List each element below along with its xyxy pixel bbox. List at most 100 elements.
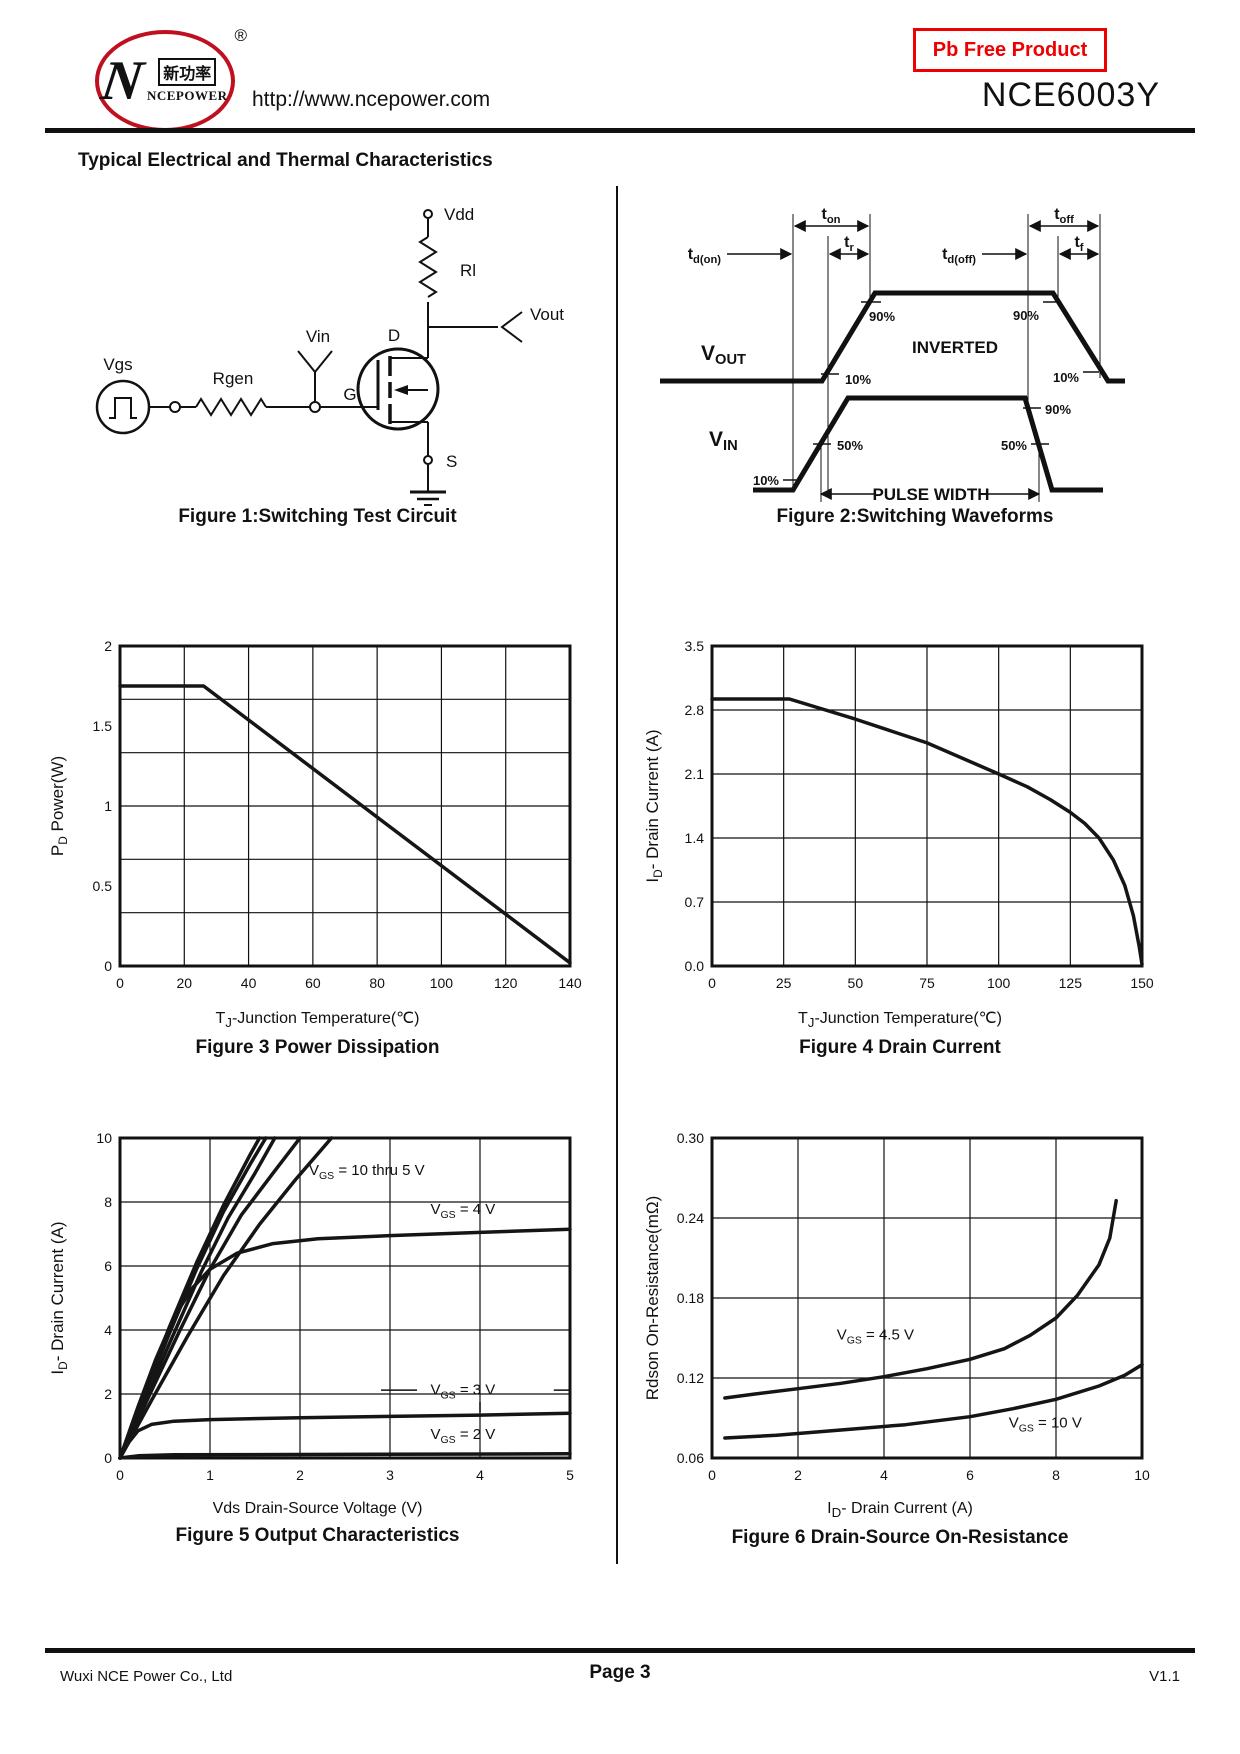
svg-text:0.18: 0.18 (677, 1290, 704, 1306)
svg-text:10: 10 (96, 1130, 112, 1146)
svg-text:5: 5 (566, 1467, 574, 1483)
mosfet-arrow (394, 385, 408, 395)
svg-text:100: 100 (987, 975, 1011, 991)
figure6-plot: 0 2 4 6 8 10 0.30 0.24 0.18 0.12 0.06 VGS = 4.5 V VG… (643, 1130, 1150, 1483)
company-logo: N 新功率 NCEPOWER ® (95, 26, 247, 132)
figure6-on-resistance-chart: 0 2 4 6 8 10 0.30 0.24 0.18 0.12 0.06 VGS = 4.5 V VG… (640, 1122, 1160, 1549)
svg-text:60: 60 (305, 975, 321, 991)
t-off-label: toff (1054, 206, 1074, 226)
svg-text:0.24: 0.24 (677, 1210, 704, 1226)
svg-text:80: 80 (369, 975, 385, 991)
column-divider (616, 186, 618, 1564)
svg-text:Rdson On-Resistance(mΩ): Rdson On-Resistance(mΩ) (643, 1196, 662, 1401)
figure3-xlabel: TJ-Junction Temperature(℃) (215, 1010, 420, 1031)
figure6-caption: Figure 6 Drain-Source On-Resistance (731, 1527, 1069, 1549)
svg-text:VGS = 3 V: VGS = 3 V (431, 1382, 496, 1402)
svg-text:1.4: 1.4 (685, 830, 705, 846)
header-rule (45, 128, 1195, 133)
vin-rise-50pct-label: 50% (837, 438, 863, 453)
rl-resistor-symbol (418, 236, 438, 298)
footer-page-number: Page 3 (589, 1662, 651, 1683)
figure3-caption: Figure 3 Power Dissipation (195, 1037, 440, 1059)
svg-text:0.5: 0.5 (93, 878, 113, 894)
figure3-power-dissipation-chart: 0 20 40 60 80 100 120 140 2 1.5 1 0.5 0 PD Power(W) T… (45, 630, 590, 1059)
figure4-drain-current-chart: 0 25 50 75 100 125 150 3.5 2.8 2.1 1.4 0.7 0.0 ID- Dr… (640, 630, 1160, 1059)
figure5-output-characteristics-chart: 0 1 2 3 4 5 10 8 6 4 2 0 VGS = 10 thru 5 V VGS = 4 V V… (45, 1122, 590, 1547)
ground-symbol (410, 490, 446, 506)
dimension-arrows (727, 220, 1100, 500)
rgen-label: Rgen (213, 369, 254, 388)
logo-text-column: 新功率 NCEPOWER (147, 58, 228, 104)
svg-text:VGS = 10 V: VGS = 10 V (1009, 1414, 1082, 1434)
figure5-xlabel: Vds Drain-Source Voltage (V) (212, 1500, 423, 1517)
svg-text:50: 50 (848, 975, 864, 991)
figure5-caption: Figure 5 Output Characteristics (175, 1525, 460, 1546)
company-url: http://www.ncepower.com (252, 88, 491, 111)
vout-waveform (660, 290, 1125, 384)
series-VGS = 10 thru 5 V (curve 3) (118, 1136, 277, 1460)
series-VGS = 2 V (118, 1452, 572, 1460)
part-number: NCE6003Y (981, 76, 1160, 114)
registered-trademark-icon: ® (234, 26, 247, 46)
pulse-icon (109, 397, 137, 419)
t-f-label: tf (1074, 234, 1083, 254)
vout-rise-90pct-label: 90% (869, 309, 895, 324)
figure4-caption: Figure 4 Drain Current (799, 1037, 1001, 1059)
switching-waveforms-diagram: ton toff tr tf td(on) td(off) 90% 10% 90… (660, 206, 1125, 504)
svg-text:VGS = 2 V: VGS = 2 V (431, 1426, 496, 1446)
svg-text:0: 0 (708, 1467, 716, 1483)
t-on-label: ton (822, 206, 841, 226)
svg-text:8: 8 (1052, 1467, 1060, 1483)
logo-chinese-name: 新功率 (158, 58, 217, 86)
pulse-width-label: PULSE WIDTH (872, 485, 989, 504)
svg-text:120: 120 (494, 975, 518, 991)
svg-text:0: 0 (708, 975, 716, 991)
t-d-on-label: td(on) (688, 246, 722, 266)
switching-test-circuit-diagram: Vgs Rgen Vin G D S Vdd Rl Vout (95, 205, 564, 506)
series-Power dissipation limit (118, 684, 572, 965)
svg-text:10: 10 (1134, 1467, 1150, 1483)
svg-text:0.30: 0.30 (677, 1130, 704, 1146)
series-VGS = 10 V (723, 1362, 1144, 1440)
svg-text:2: 2 (794, 1467, 802, 1483)
series-VGS = 3 V (118, 1411, 572, 1460)
svg-text:PD Power(W): PD Power(W) (48, 756, 70, 856)
svg-text:0: 0 (104, 958, 112, 974)
svg-text:3: 3 (386, 1467, 394, 1483)
svg-text:20: 20 (176, 975, 192, 991)
logo-n-glyph: N (98, 50, 148, 112)
svg-text:4: 4 (880, 1467, 888, 1483)
svg-text:0: 0 (104, 1450, 112, 1466)
svg-text:VGS = 10 thru 5 V: VGS = 10 thru 5 V (309, 1162, 425, 1182)
svg-text:125: 125 (1059, 975, 1083, 991)
svg-text:4: 4 (476, 1467, 484, 1483)
footer-rule (45, 1648, 1195, 1653)
svg-text:VGS = 4.5 V: VGS = 4.5 V (837, 1326, 914, 1346)
drain-label: D (388, 326, 400, 345)
figure3-plot: 0 20 40 60 80 100 120 140 2 1.5 1 0.5 0 PD Power(W) (48, 638, 582, 991)
svg-text:ID- Drain Current (A): ID- Drain Current (A) (48, 1221, 70, 1374)
section-title: Typical Electrical and Thermal Character… (78, 150, 493, 171)
figure1-caption: Figure 1:Switching Test Circuit (178, 506, 457, 527)
svg-text:4: 4 (104, 1322, 112, 1338)
vout-label: Vout (530, 305, 564, 324)
figure4-plot: 0 25 50 75 100 125 150 3.5 2.8 2.1 1.4 0.7 0.0 ID- Dr… (643, 638, 1154, 991)
svg-text:40: 40 (241, 975, 257, 991)
svg-text:6: 6 (104, 1258, 112, 1274)
svg-text:1: 1 (206, 1467, 214, 1483)
svg-text:100: 100 (430, 975, 454, 991)
svg-text:3.5: 3.5 (685, 638, 705, 654)
mosfet-symbol (356, 347, 440, 431)
svg-text:8: 8 (104, 1194, 112, 1210)
footer-company: Wuxi NCE Power Co., Ltd (60, 1668, 233, 1685)
footer-version: V1.1 (1149, 1668, 1180, 1685)
svg-text:0.12: 0.12 (677, 1370, 704, 1386)
svg-text:2: 2 (296, 1467, 304, 1483)
vin-fall-90pct-label: 90% (1045, 402, 1071, 417)
series-VGS = 4.5 V (723, 1198, 1118, 1400)
svg-text:2: 2 (104, 638, 112, 654)
vin-rise-10pct-label: 10% (753, 473, 779, 488)
inverted-label: INVERTED (912, 338, 998, 357)
svg-text:6: 6 (966, 1467, 974, 1483)
